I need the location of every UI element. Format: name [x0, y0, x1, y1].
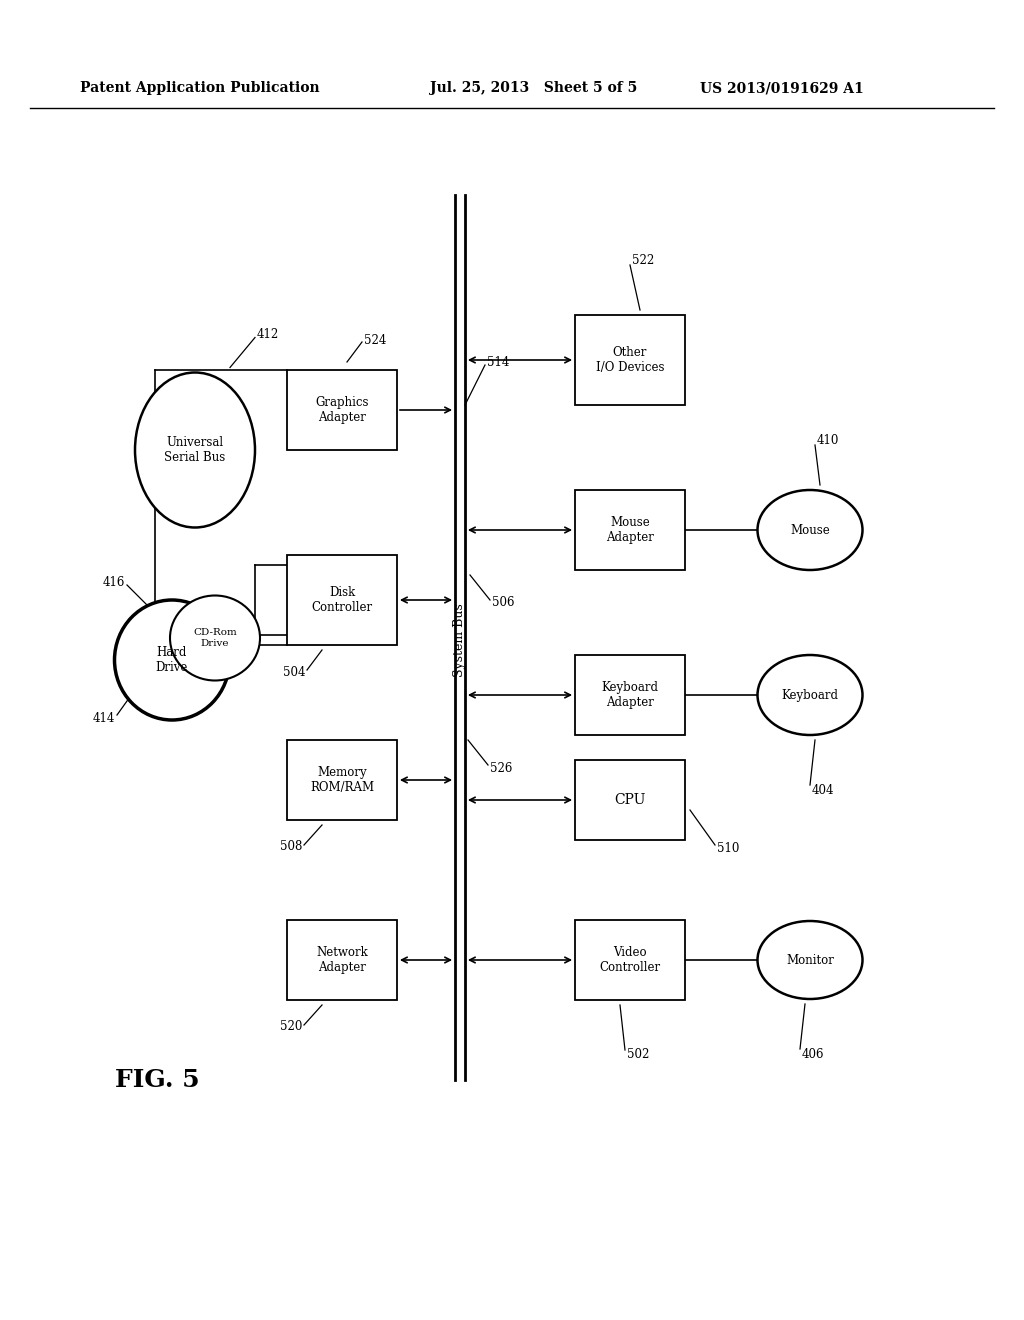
Text: 524: 524: [364, 334, 386, 346]
Ellipse shape: [170, 595, 260, 681]
Text: 406: 406: [802, 1048, 824, 1060]
Text: 416: 416: [102, 576, 125, 589]
Text: Other
I/O Devices: Other I/O Devices: [596, 346, 665, 374]
Text: Mouse
Adapter: Mouse Adapter: [606, 516, 654, 544]
Text: 520: 520: [280, 1020, 302, 1034]
Text: CD-Rom
Drive: CD-Rom Drive: [194, 628, 237, 648]
Text: Disk
Controller: Disk Controller: [311, 586, 373, 614]
Text: 506: 506: [492, 597, 514, 610]
Text: Hard
Drive: Hard Drive: [156, 645, 188, 675]
Text: Mouse: Mouse: [791, 524, 829, 536]
Text: System Bus: System Bus: [454, 603, 467, 677]
Text: 514: 514: [487, 355, 509, 368]
Text: Keyboard: Keyboard: [781, 689, 839, 701]
Bar: [575, 490, 685, 570]
Text: 526: 526: [490, 762, 512, 775]
Text: 412: 412: [257, 327, 280, 341]
Text: US 2013/0191629 A1: US 2013/0191629 A1: [700, 81, 864, 95]
Bar: [575, 655, 685, 735]
Text: Universal
Serial Bus: Universal Serial Bus: [165, 436, 225, 465]
Ellipse shape: [115, 601, 229, 719]
Text: Video
Controller: Video Controller: [599, 946, 660, 974]
Text: Jul. 25, 2013   Sheet 5 of 5: Jul. 25, 2013 Sheet 5 of 5: [430, 81, 637, 95]
Text: 414: 414: [92, 711, 115, 725]
Text: Graphics
Adapter: Graphics Adapter: [315, 396, 369, 424]
Bar: [575, 315, 685, 405]
Bar: [287, 920, 397, 1001]
Text: CPU: CPU: [614, 793, 646, 807]
Text: Patent Application Publication: Patent Application Publication: [80, 81, 319, 95]
Text: Keyboard
Adapter: Keyboard Adapter: [601, 681, 658, 709]
Bar: [575, 760, 685, 840]
Bar: [575, 920, 685, 1001]
Ellipse shape: [758, 655, 862, 735]
Text: 504: 504: [283, 665, 305, 678]
Text: 404: 404: [812, 784, 835, 796]
Bar: [287, 554, 397, 645]
Text: Memory
ROM/RAM: Memory ROM/RAM: [310, 766, 374, 795]
Ellipse shape: [135, 372, 255, 528]
Ellipse shape: [758, 490, 862, 570]
Text: 410: 410: [817, 433, 840, 446]
Text: Monitor: Monitor: [786, 953, 834, 966]
Bar: [287, 370, 397, 450]
Text: 510: 510: [717, 842, 739, 854]
Text: 508: 508: [280, 841, 302, 854]
Text: FIG. 5: FIG. 5: [115, 1068, 200, 1092]
Text: 522: 522: [632, 253, 654, 267]
Text: Network
Adapter: Network Adapter: [316, 946, 368, 974]
Ellipse shape: [758, 921, 862, 999]
Text: 502: 502: [627, 1048, 649, 1061]
Bar: [287, 741, 397, 820]
